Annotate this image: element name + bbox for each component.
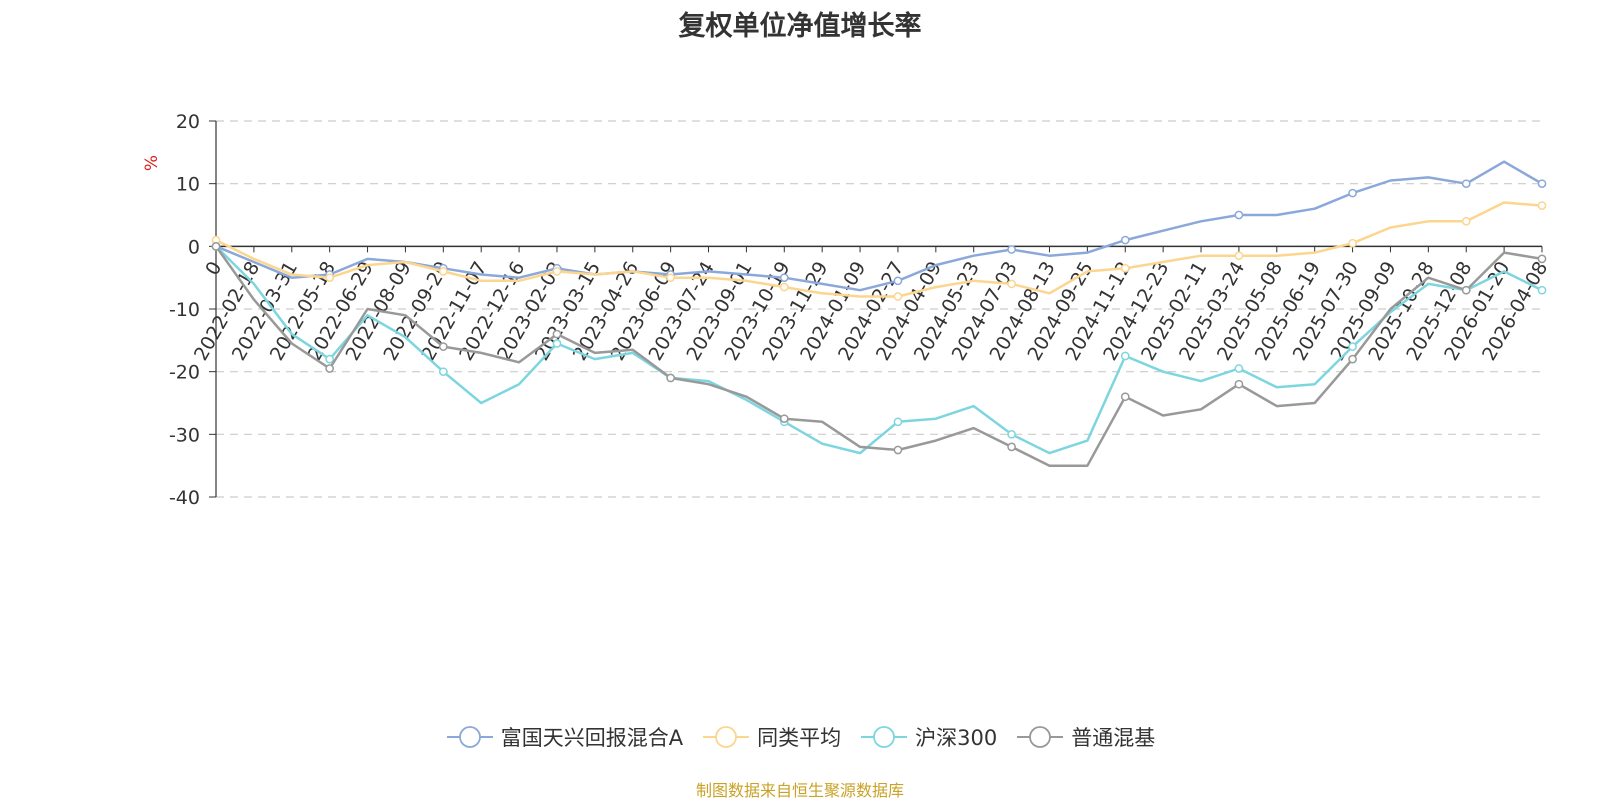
legend-item[interactable]: 富国天兴回报混合A <box>445 722 683 752</box>
data-point <box>1349 189 1356 196</box>
data-point <box>894 293 901 300</box>
data-point <box>553 268 560 275</box>
data-point <box>1463 180 1470 187</box>
data-point <box>1538 202 1545 209</box>
data-point <box>1538 180 1545 187</box>
y-tick-label: 10 <box>176 174 200 196</box>
x-tick-label: 0 <box>201 258 226 279</box>
data-point <box>1235 252 1242 259</box>
data-point <box>212 243 219 250</box>
data-point <box>1538 287 1545 294</box>
legend-item[interactable]: 普通混基 <box>1015 722 1155 752</box>
data-point <box>440 343 447 350</box>
data-point <box>894 446 901 453</box>
data-point <box>553 330 560 337</box>
legend-label: 同类平均 <box>757 722 841 752</box>
data-point <box>894 418 901 425</box>
y-tick-label: 0 <box>188 236 200 258</box>
data-point <box>1235 365 1242 372</box>
data-point <box>1122 265 1129 272</box>
data-point <box>1235 211 1242 218</box>
data-point <box>1008 431 1015 438</box>
data-point <box>1349 240 1356 247</box>
data-point <box>781 415 788 422</box>
y-tick-label: -10 <box>169 299 200 321</box>
legend-marker-icon <box>859 724 909 750</box>
data-point <box>1235 381 1242 388</box>
data-point <box>1122 393 1129 400</box>
data-point <box>1008 246 1015 253</box>
y-tick-label: -30 <box>169 424 200 446</box>
legend-marker-icon <box>701 724 751 750</box>
data-point <box>1122 352 1129 359</box>
data-point <box>667 274 674 281</box>
y-axis-unit-label: % <box>142 155 162 171</box>
data-point <box>667 374 674 381</box>
data-point <box>1463 287 1470 294</box>
data-point <box>1463 218 1470 225</box>
chart-stage: 复权单位净值增长率 20 10 0 -10 -20 -30 -40 0 2022-02-18 20… <box>0 0 1600 800</box>
legend-label: 沪深300 <box>915 722 997 752</box>
data-point <box>781 274 788 281</box>
y-tick-label: -20 <box>169 362 200 384</box>
data-point <box>326 365 333 372</box>
legend-item[interactable]: 沪深300 <box>859 722 997 752</box>
data-point <box>553 340 560 347</box>
data-point <box>1349 356 1356 363</box>
data-point <box>1538 255 1545 262</box>
source-note: 制图数据来自恒生聚源数据库 <box>0 782 1600 800</box>
data-point <box>894 277 901 284</box>
data-point <box>440 368 447 375</box>
data-point <box>781 283 788 290</box>
data-point <box>440 268 447 275</box>
data-point <box>1008 280 1015 287</box>
data-point <box>1122 236 1129 243</box>
legend: 富国天兴回报混合A 同类平均 沪深300 普通混基 <box>0 722 1600 752</box>
legend-marker-icon <box>445 724 495 750</box>
legend-label: 普通混基 <box>1071 722 1155 752</box>
chart-plot: 20100-10-20-30-4002022-02-182022-03-3120… <box>0 0 1600 800</box>
legend-marker-icon <box>1015 724 1065 750</box>
y-tick-label: 20 <box>176 111 200 133</box>
data-point <box>326 356 333 363</box>
data-point <box>326 274 333 281</box>
legend-item[interactable]: 同类平均 <box>701 722 841 752</box>
data-point <box>1349 343 1356 350</box>
legend-label: 富国天兴回报混合A <box>501 722 683 752</box>
data-point <box>1008 443 1015 450</box>
y-tick-label: -40 <box>169 487 200 509</box>
